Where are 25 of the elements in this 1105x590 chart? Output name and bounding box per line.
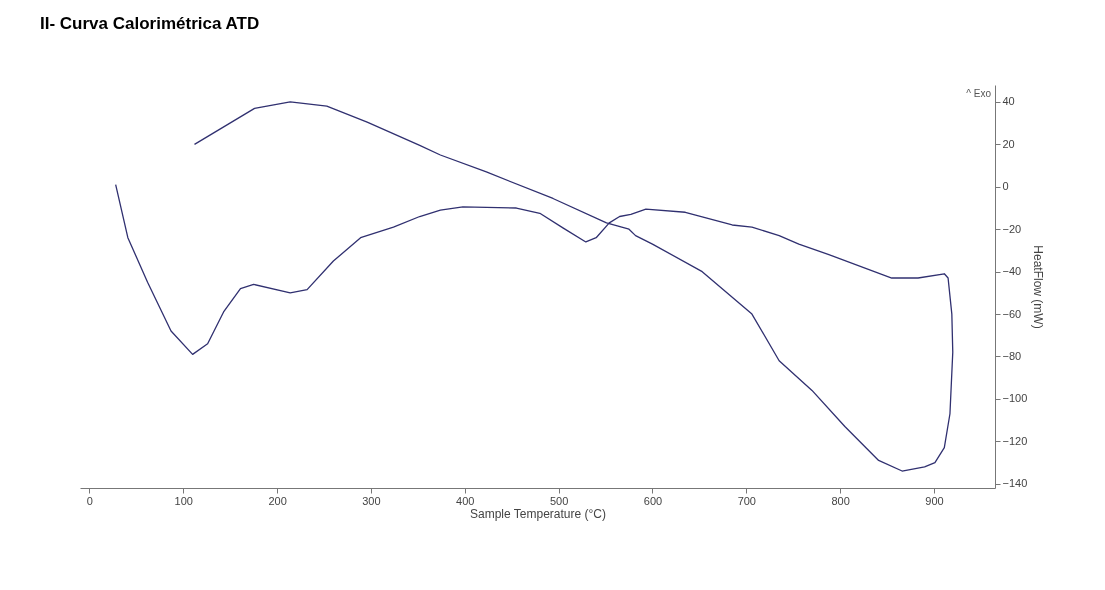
x-tick-label: 800 [831, 494, 850, 507]
x-tick-label: 100 [174, 494, 193, 507]
x-axis-title: Sample Temperature (°C) [470, 506, 606, 521]
y-tick-label: 20 [1002, 137, 1015, 150]
x-tick-label: 200 [268, 494, 287, 507]
y-tick-label: −140 [1002, 477, 1028, 490]
y-tick-label: −100 [1002, 392, 1028, 405]
y-axis-title: HeatFlow (mW) [1031, 245, 1046, 329]
x-tick-label: 600 [643, 494, 663, 507]
x-tick-label: 400 [456, 494, 475, 507]
annotation: ^ Exo [966, 88, 992, 99]
x-tick-label: 500 [549, 494, 569, 507]
y-tick-label: −80 [1002, 349, 1022, 362]
y-tick-label: −20 [1002, 222, 1022, 235]
y-tick-label: −40 [1002, 265, 1022, 278]
y-tick-label: −60 [1002, 307, 1022, 320]
y-tick-label: −120 [1002, 434, 1028, 447]
x-tick-label: 0 [86, 494, 93, 507]
y-tick-label: 0 [1002, 180, 1009, 193]
y-tick-label: 40 [1002, 95, 1015, 108]
line-series [115, 101, 954, 472]
x-tick-label: 700 [737, 494, 756, 507]
chart-title: II- Curva Calorimétrica ATD [40, 14, 260, 33]
x-tick-label: 900 [925, 494, 944, 507]
x-tick-label: 300 [362, 494, 381, 507]
